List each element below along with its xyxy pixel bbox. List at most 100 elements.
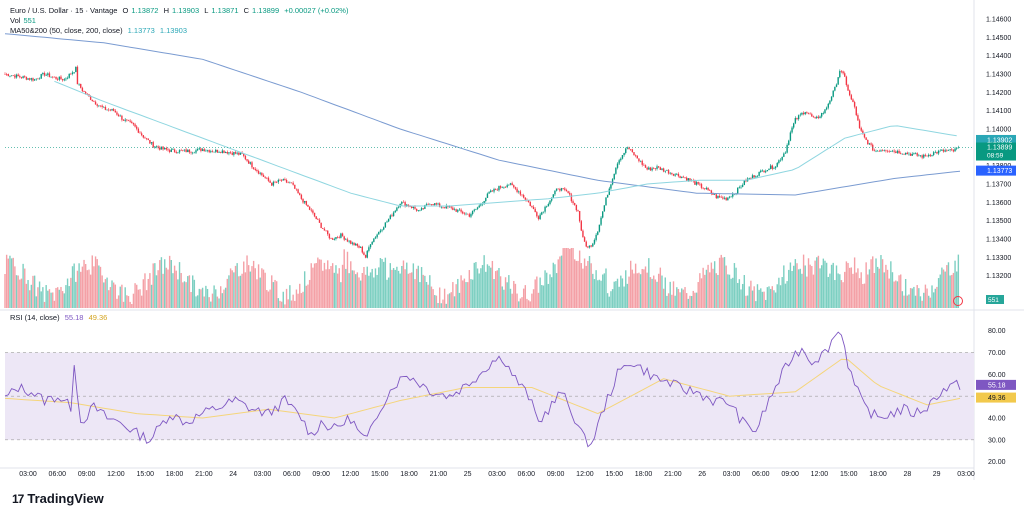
volume-bar (613, 281, 615, 308)
volume-bar (425, 282, 428, 308)
volume-bar (908, 294, 910, 308)
volume-bar (560, 255, 563, 308)
volume-bar (247, 265, 250, 308)
volume-bar (167, 269, 169, 308)
candle-body (480, 204, 482, 206)
candle-body (359, 246, 362, 248)
candle-body (233, 152, 235, 155)
volume-bar (501, 286, 503, 308)
volume-bar (611, 289, 614, 308)
volume-bar (343, 249, 345, 308)
volume-bar (175, 270, 177, 308)
tradingview-brand[interactable]: 17 TradingView (12, 491, 104, 506)
price-tick-label: 1.14500 (986, 35, 1011, 42)
candle-body (279, 179, 281, 181)
candle-body (766, 170, 769, 172)
candle-body (514, 187, 517, 189)
candle-body (532, 206, 535, 210)
volume-bar (340, 282, 342, 308)
volume-bar (78, 263, 80, 308)
candle-body (66, 77, 69, 79)
volume-bar (358, 277, 360, 308)
candle-body (338, 237, 340, 238)
volume-bar (206, 288, 209, 308)
volume-bar (794, 259, 797, 308)
volume-bar (173, 265, 176, 308)
volume-bar (144, 273, 146, 308)
candle-body (499, 186, 502, 188)
candle-body (486, 193, 489, 198)
volume-bar (733, 263, 736, 308)
volume-bar (746, 295, 749, 308)
candle-body (383, 227, 385, 230)
time-tick-label: 06:00 (49, 471, 67, 478)
volume-bar (24, 268, 26, 308)
price-tick-label: 1.14200 (986, 90, 1011, 97)
volume-bar (600, 280, 602, 308)
candle-body (904, 152, 907, 155)
volume-bar (47, 290, 49, 308)
candle-body (501, 187, 503, 189)
volume-bar (702, 267, 704, 308)
volume-bar (590, 263, 592, 308)
volume-bar (53, 300, 56, 308)
volume-bar (330, 266, 332, 308)
candle-body (185, 149, 187, 153)
volume-bar (544, 270, 546, 308)
volume-bar (909, 288, 912, 308)
volume-bar (704, 274, 706, 308)
volume-bar (865, 262, 867, 308)
candle-body (355, 243, 357, 246)
candle-body (924, 154, 927, 156)
candle-body (816, 116, 818, 118)
time-tick-label: 15:00 (840, 471, 858, 478)
candle-body (335, 237, 337, 239)
volume-bar (307, 284, 309, 308)
candle-body (473, 209, 475, 211)
volume-bar (621, 278, 624, 308)
volume-bar (4, 274, 6, 308)
volume-bar (368, 275, 370, 308)
candle-body (824, 109, 826, 114)
volume-bar (829, 273, 831, 308)
candle-body (844, 73, 846, 77)
candle-body (613, 173, 615, 180)
candle-body (345, 239, 347, 241)
candle-body (685, 177, 688, 181)
volume-bar (198, 288, 200, 308)
volume-bar (412, 263, 415, 308)
candle-body (216, 149, 219, 153)
candle-body (121, 115, 123, 120)
candle-body (946, 150, 948, 151)
volume-bar (275, 281, 278, 308)
volume-bar (745, 295, 747, 308)
low-label: L (204, 6, 209, 15)
ma200-value: 1.13903 (159, 26, 187, 35)
candle-body (389, 215, 391, 219)
volume-bar (527, 300, 530, 308)
volume-bar (27, 280, 29, 308)
candle-body (578, 210, 581, 222)
time-tick-label: 09:00 (312, 471, 330, 478)
candle-body (587, 246, 589, 248)
candle-body (947, 149, 950, 151)
volume-bar (858, 278, 861, 308)
candle-body (99, 105, 102, 107)
candle-body (453, 209, 456, 210)
candle-body (921, 155, 923, 158)
volume-bar (618, 286, 620, 308)
volume-bar (578, 250, 581, 308)
candle-body (229, 152, 232, 153)
volume-bar (792, 265, 795, 308)
candle-body (226, 152, 228, 154)
volume-bar (35, 296, 37, 308)
candle-body (562, 188, 564, 189)
volume-bar (603, 273, 606, 308)
candle-body (956, 148, 958, 149)
candle-body (440, 206, 443, 208)
candle-body (81, 87, 84, 92)
candle-body (880, 150, 882, 152)
candle-body (631, 149, 634, 153)
candle-body (712, 193, 714, 195)
